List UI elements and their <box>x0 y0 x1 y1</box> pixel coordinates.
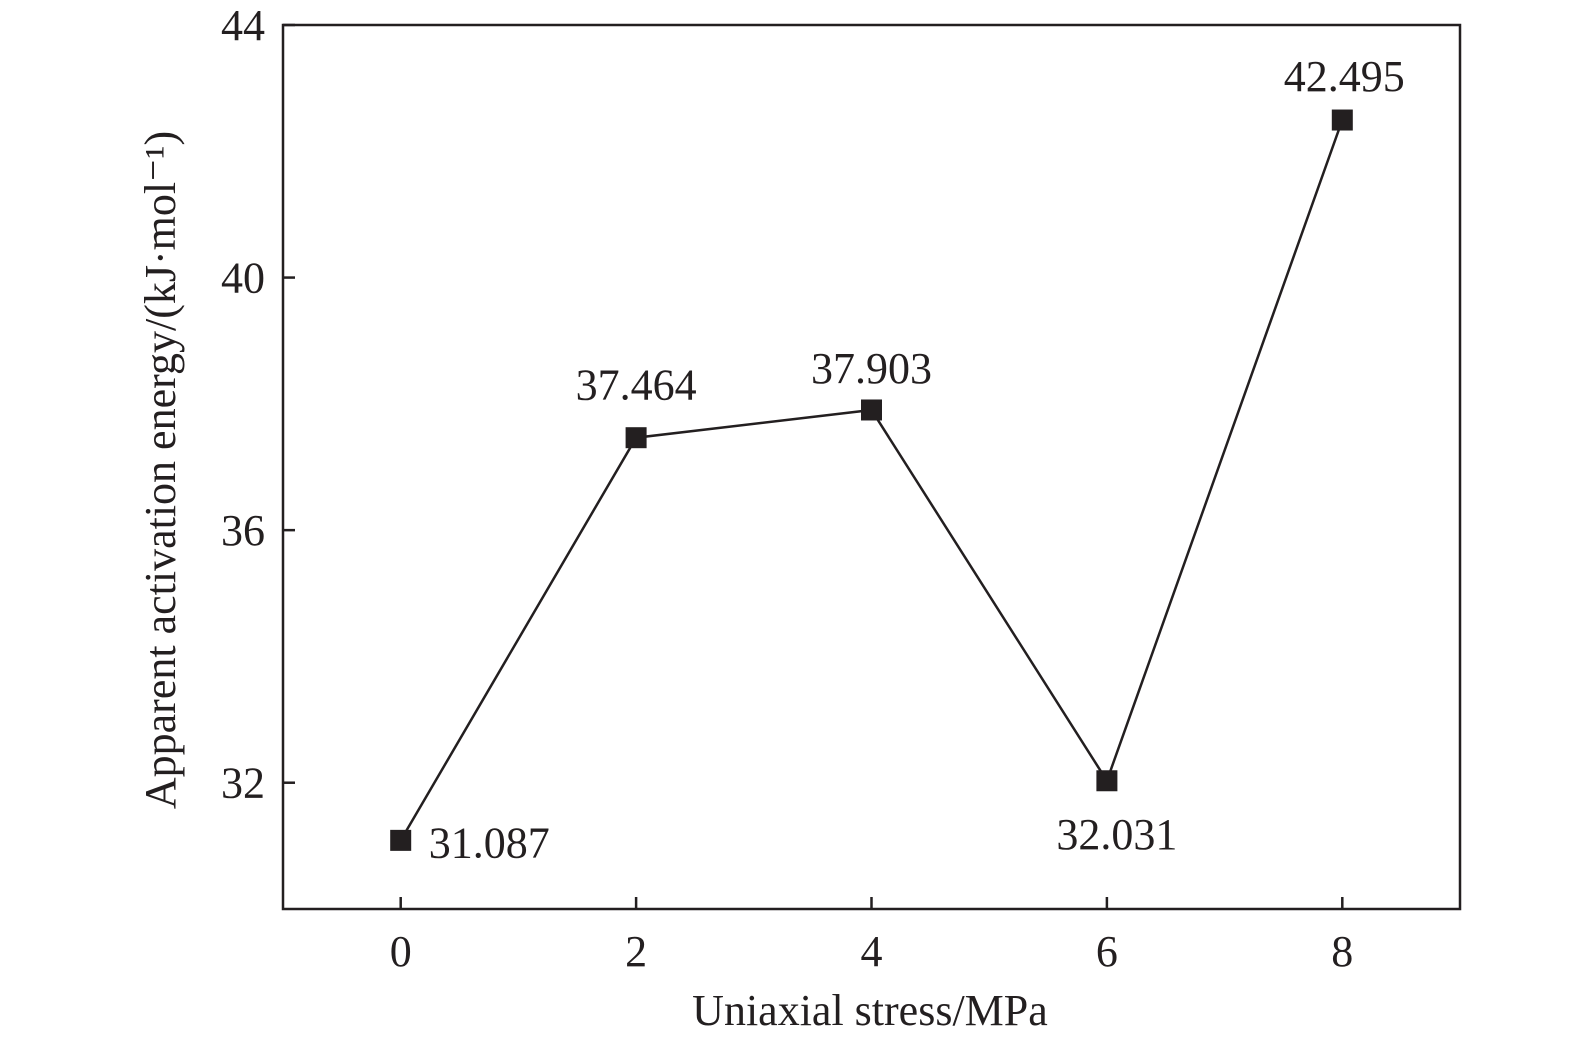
x-tick-label-2: 2 <box>625 927 647 976</box>
data-point-2 <box>625 427 647 449</box>
data-label-2: 37.464 <box>576 361 697 410</box>
x-axis-ticks: 0 2 4 6 8 <box>390 897 1353 976</box>
x-axis-title: Uniaxial stress/MPa <box>692 986 1048 1035</box>
data-point-8 <box>1331 109 1353 131</box>
series-group <box>390 109 1353 851</box>
y-tick-label-36: 36 <box>221 506 265 555</box>
plot-frame <box>281 23 1462 911</box>
data-point-6 <box>1096 770 1118 792</box>
data-point-4 <box>861 399 882 421</box>
y-axis-ticks: 32 36 40 44 <box>221 1 295 808</box>
x-tick-label-6: 6 <box>1096 927 1118 976</box>
y-tick-label-40: 40 <box>221 254 265 303</box>
y-tick-label-44: 44 <box>221 1 265 50</box>
data-label-6: 32.031 <box>1056 810 1177 859</box>
x-tick-label-8: 8 <box>1331 927 1353 976</box>
x-tick-label-0: 0 <box>390 927 412 976</box>
data-label-0: 31.087 <box>429 818 550 867</box>
data-point-0 <box>390 829 412 851</box>
y-axis-title: Apparent activation energy/(kJ·mol⁻¹) <box>136 131 185 809</box>
data-label-8: 42.495 <box>1284 52 1405 101</box>
data-labels: 31.087 37.464 37.903 32.031 42.495 <box>429 52 1405 867</box>
series-line <box>399 119 1344 841</box>
y-tick-label-32: 32 <box>221 759 265 808</box>
data-label-4: 37.903 <box>811 344 932 393</box>
x-tick-label-4: 4 <box>861 927 883 976</box>
